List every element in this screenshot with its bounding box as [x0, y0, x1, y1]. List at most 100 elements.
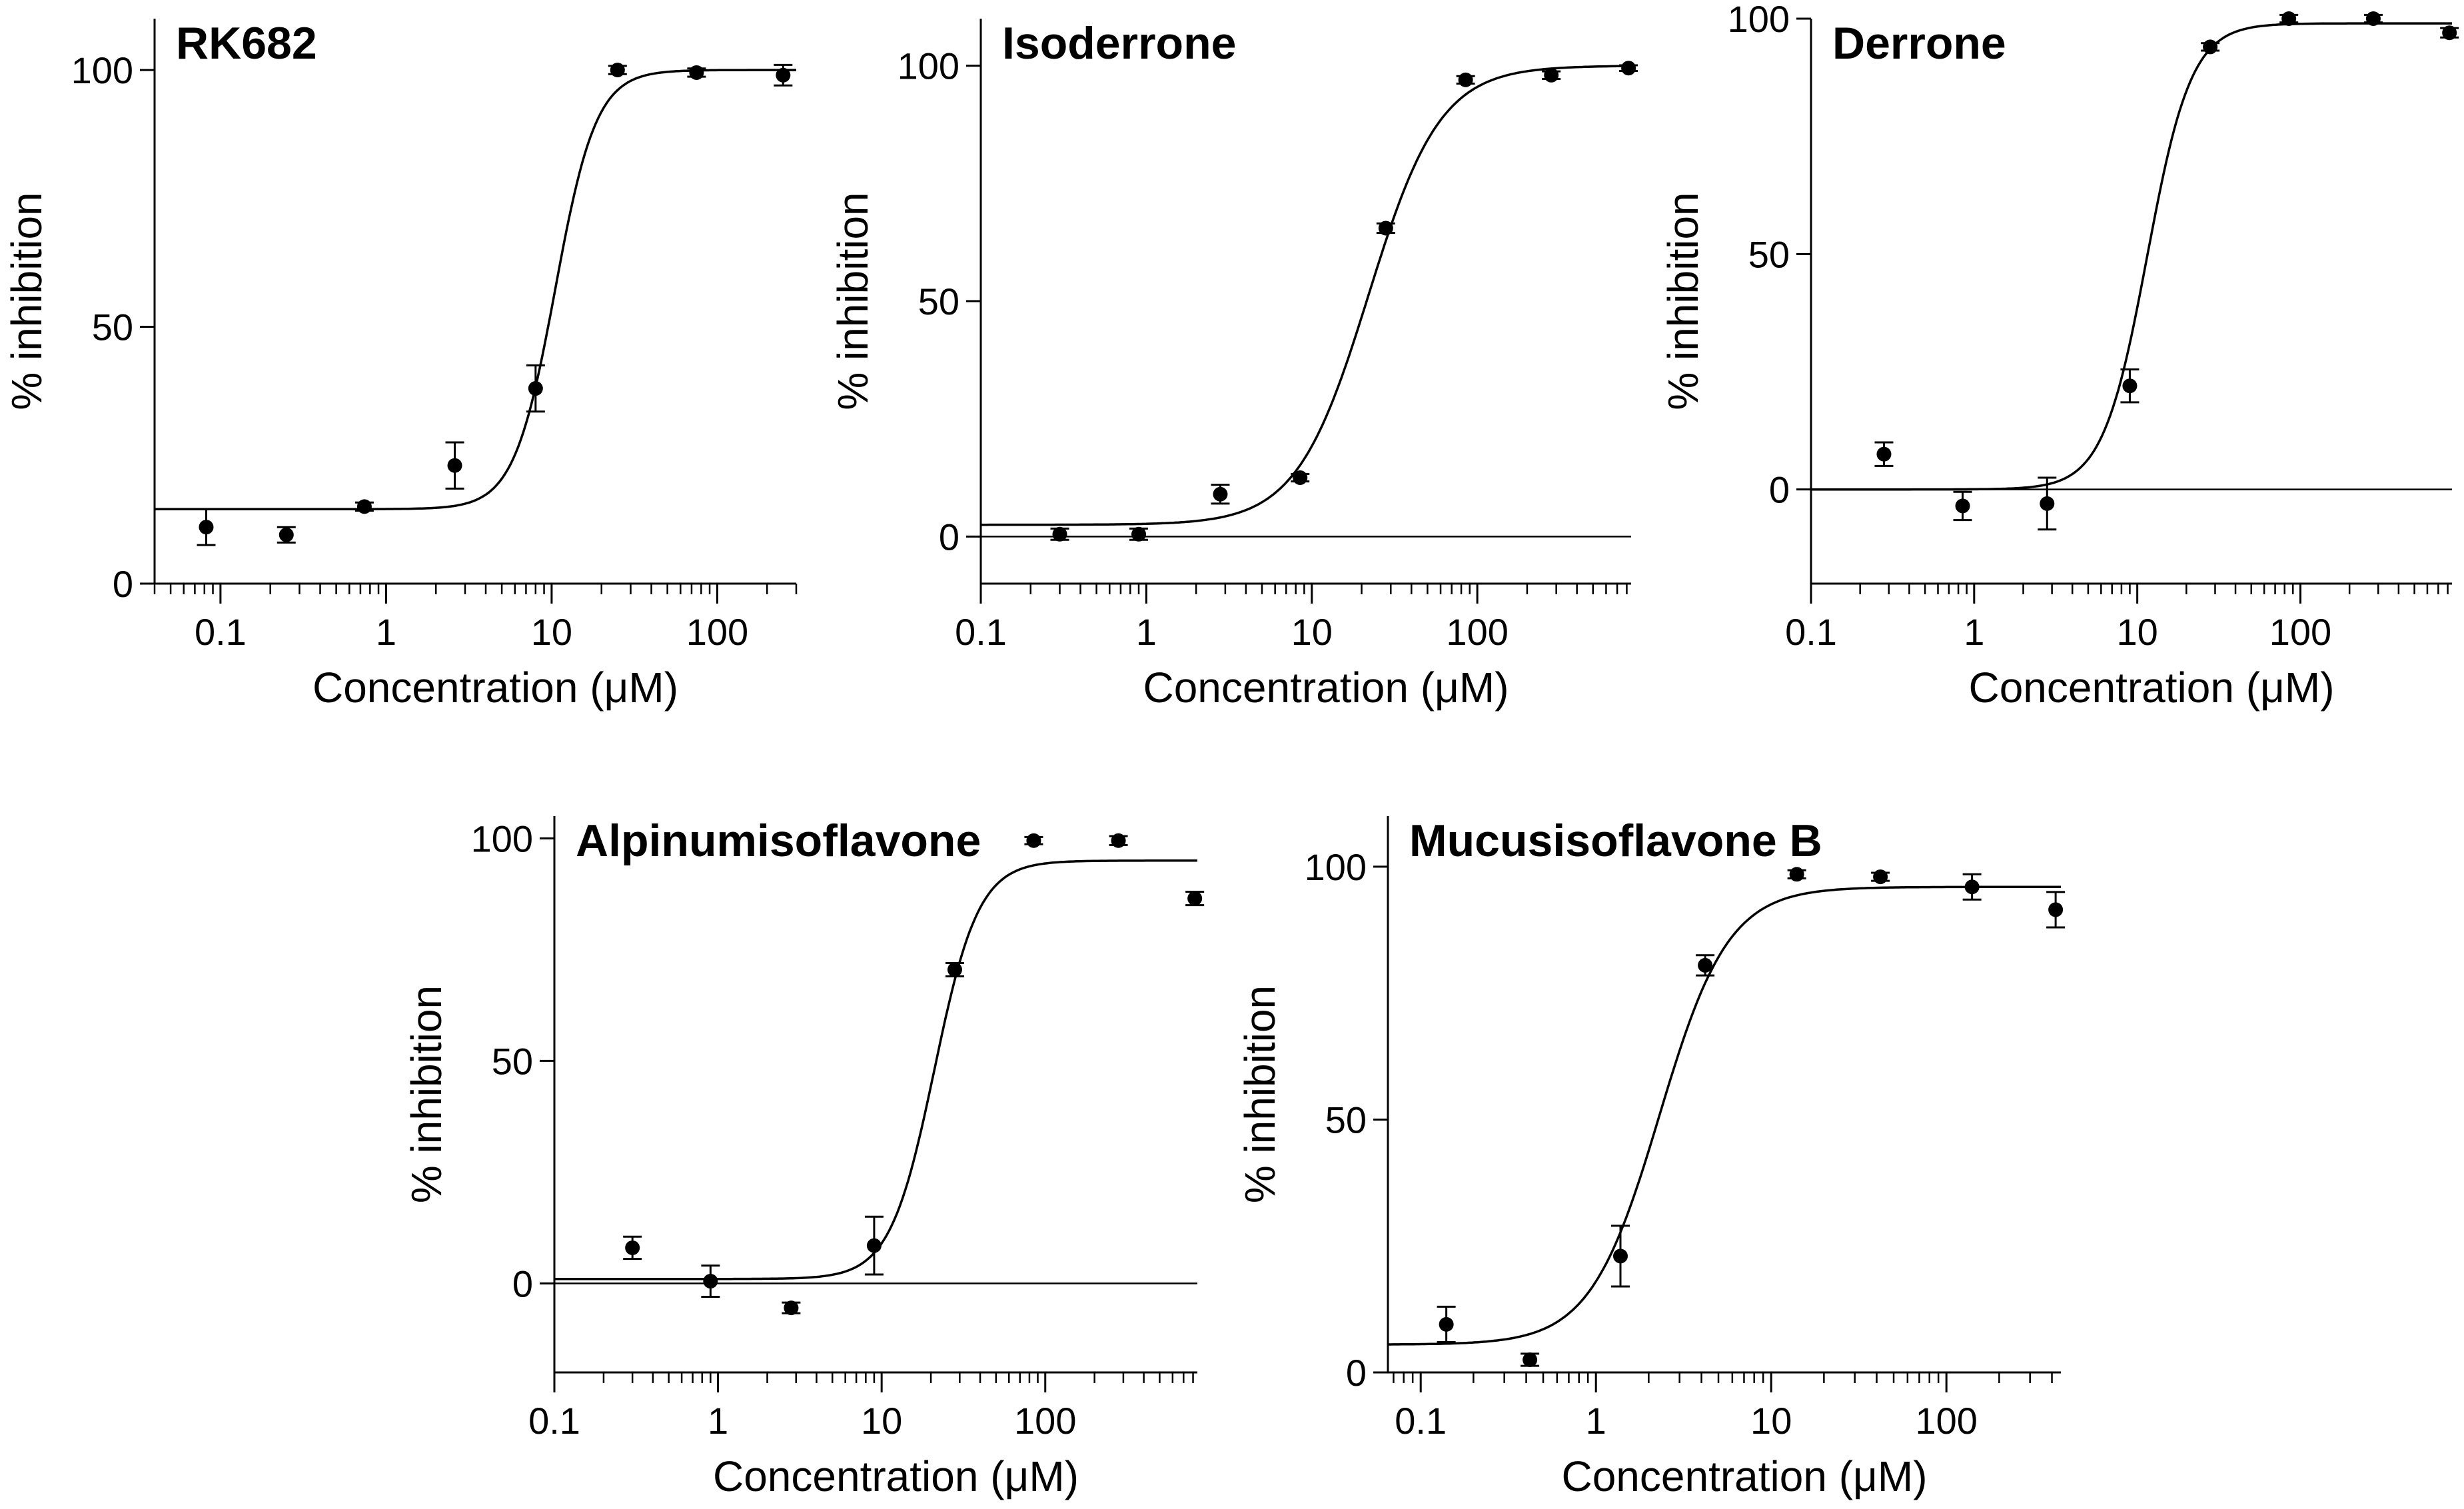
data-point [1621, 61, 1636, 76]
y-tick-label: 50 [1325, 1099, 1367, 1141]
data-point [199, 520, 214, 535]
data-point [1439, 1316, 1454, 1332]
data-point [1111, 833, 1126, 848]
fit-curve [981, 65, 1632, 526]
x-axis-title: Concentration (μM) [312, 664, 678, 712]
y-tick-label: 100 [1728, 0, 1790, 40]
y-tick-label: 50 [492, 1040, 533, 1082]
x-tick-label: 1 [1136, 611, 1157, 653]
data-point [625, 1240, 640, 1255]
x-axis-title: Concentration (μM) [1561, 1452, 1927, 1500]
data-point [279, 527, 294, 542]
data-point [1052, 526, 1067, 542]
fit-curve [155, 69, 796, 510]
y-tick-label: 50 [918, 280, 959, 322]
chart-panel-derrone: 0 50 100 0.1 1 10 100 Concentration (μM) % inhib… [1659, 0, 2459, 712]
data-point [1789, 867, 1804, 882]
y-tick-label: 0 [939, 516, 959, 558]
data-point [528, 381, 543, 396]
x-tick-label: 0.1 [1395, 1400, 1447, 1442]
y-tick-label: 0 [113, 563, 133, 605]
data-point [689, 65, 704, 80]
x-tick-label: 100 [1446, 611, 1508, 653]
y-tick-label: 100 [471, 817, 533, 859]
x-tick-label: 0.1 [1785, 611, 1837, 653]
x-axis-title: Concentration (μM) [713, 1452, 1079, 1500]
x-tick-label: 10 [861, 1400, 902, 1442]
data-point [2365, 11, 2381, 26]
data-point [1876, 446, 1892, 462]
y-tick-label: 100 [1305, 846, 1367, 888]
y-tick-label: 50 [92, 306, 133, 348]
x-tick-label: 1 [708, 1400, 728, 1442]
x-tick-label: 100 [1014, 1400, 1076, 1442]
y-tick-label: 0 [1769, 469, 1790, 511]
y-tick-label: 0 [1346, 1352, 1367, 1394]
data-point [866, 1238, 882, 1253]
data-point [2442, 25, 2457, 41]
y-axis-title: % inhibition [1236, 985, 1284, 1203]
data-point [1213, 486, 1228, 502]
data-point [1544, 67, 1559, 83]
x-tick-label: 100 [686, 611, 748, 653]
x-tick-label: 10 [1291, 611, 1333, 653]
x-tick-label: 1 [376, 611, 396, 653]
data-point [2203, 39, 2218, 55]
data-point [1293, 470, 1308, 485]
data-point [1131, 526, 1147, 542]
data-point [703, 1274, 718, 1289]
panel-title: Derrone [1832, 18, 2006, 69]
data-point [1612, 1249, 1628, 1264]
data-point [610, 63, 625, 78]
data-point [1187, 891, 1203, 906]
data-point [1964, 879, 1980, 895]
x-tick-label: 0.1 [528, 1400, 580, 1442]
data-point [947, 962, 962, 977]
data-point [2048, 902, 2064, 917]
y-axis-title: % inhibition [402, 985, 450, 1203]
x-tick-label: 0.1 [955, 611, 1007, 653]
data-point [2122, 378, 2138, 394]
y-axis-title: % inhibition [3, 192, 51, 410]
x-tick-label: 0.1 [195, 611, 247, 653]
x-tick-label: 10 [1750, 1400, 1792, 1442]
y-tick-label: 100 [898, 45, 959, 87]
data-point [1698, 957, 1713, 973]
y-tick-label: 50 [1748, 233, 1790, 275]
x-tick-label: 100 [1915, 1400, 1977, 1442]
data-point [1026, 833, 1041, 848]
data-point [1458, 72, 1473, 87]
x-tick-label: 1 [1964, 611, 1984, 653]
x-axis-title: Concentration (μM) [1968, 664, 2334, 712]
panel-title: Mucusisoflavone B [1409, 815, 1822, 866]
data-point [1955, 498, 1970, 514]
x-tick-label: 100 [2269, 611, 2331, 653]
y-tick-label: 0 [512, 1262, 533, 1304]
y-axis-title: % inhibition [829, 192, 877, 410]
fit-curve [1811, 22, 2452, 491]
data-point [2281, 11, 2297, 26]
chart-panel-isoderrone: 0 50 100 0.1 1 10 100 Concentration (μM) % inhib… [829, 18, 1638, 712]
chart-panel-alpinumisoflavone: 0 50 100 0.1 1 10 100 Concentration (μM) % inhib… [402, 815, 1205, 1500]
y-tick-label: 100 [71, 49, 133, 91]
panel-title: RK682 [176, 18, 317, 69]
data-point [1378, 221, 1393, 236]
chart-panel-mucusisoflavone-b: 0 50 100 0.1 1 10 100 Concentration (μM) % inhib… [1236, 815, 2066, 1500]
x-tick-label: 1 [1586, 1400, 1606, 1442]
panel-title: Alpinumisoflavone [576, 815, 981, 866]
data-point [1873, 869, 1888, 885]
data-point [784, 1300, 799, 1316]
x-axis-title: Concentration (μM) [1143, 664, 1509, 712]
data-point [447, 458, 462, 473]
x-tick-label: 10 [531, 611, 572, 653]
data-point [776, 67, 791, 83]
fit-curve [1388, 885, 2061, 1346]
x-tick-label: 10 [2116, 611, 2157, 653]
data-point [2040, 496, 2055, 511]
y-axis-title: % inhibition [1659, 192, 1707, 410]
data-point [356, 499, 372, 514]
panel-title: Isoderrone [1002, 18, 1236, 69]
data-point [1523, 1352, 1538, 1368]
